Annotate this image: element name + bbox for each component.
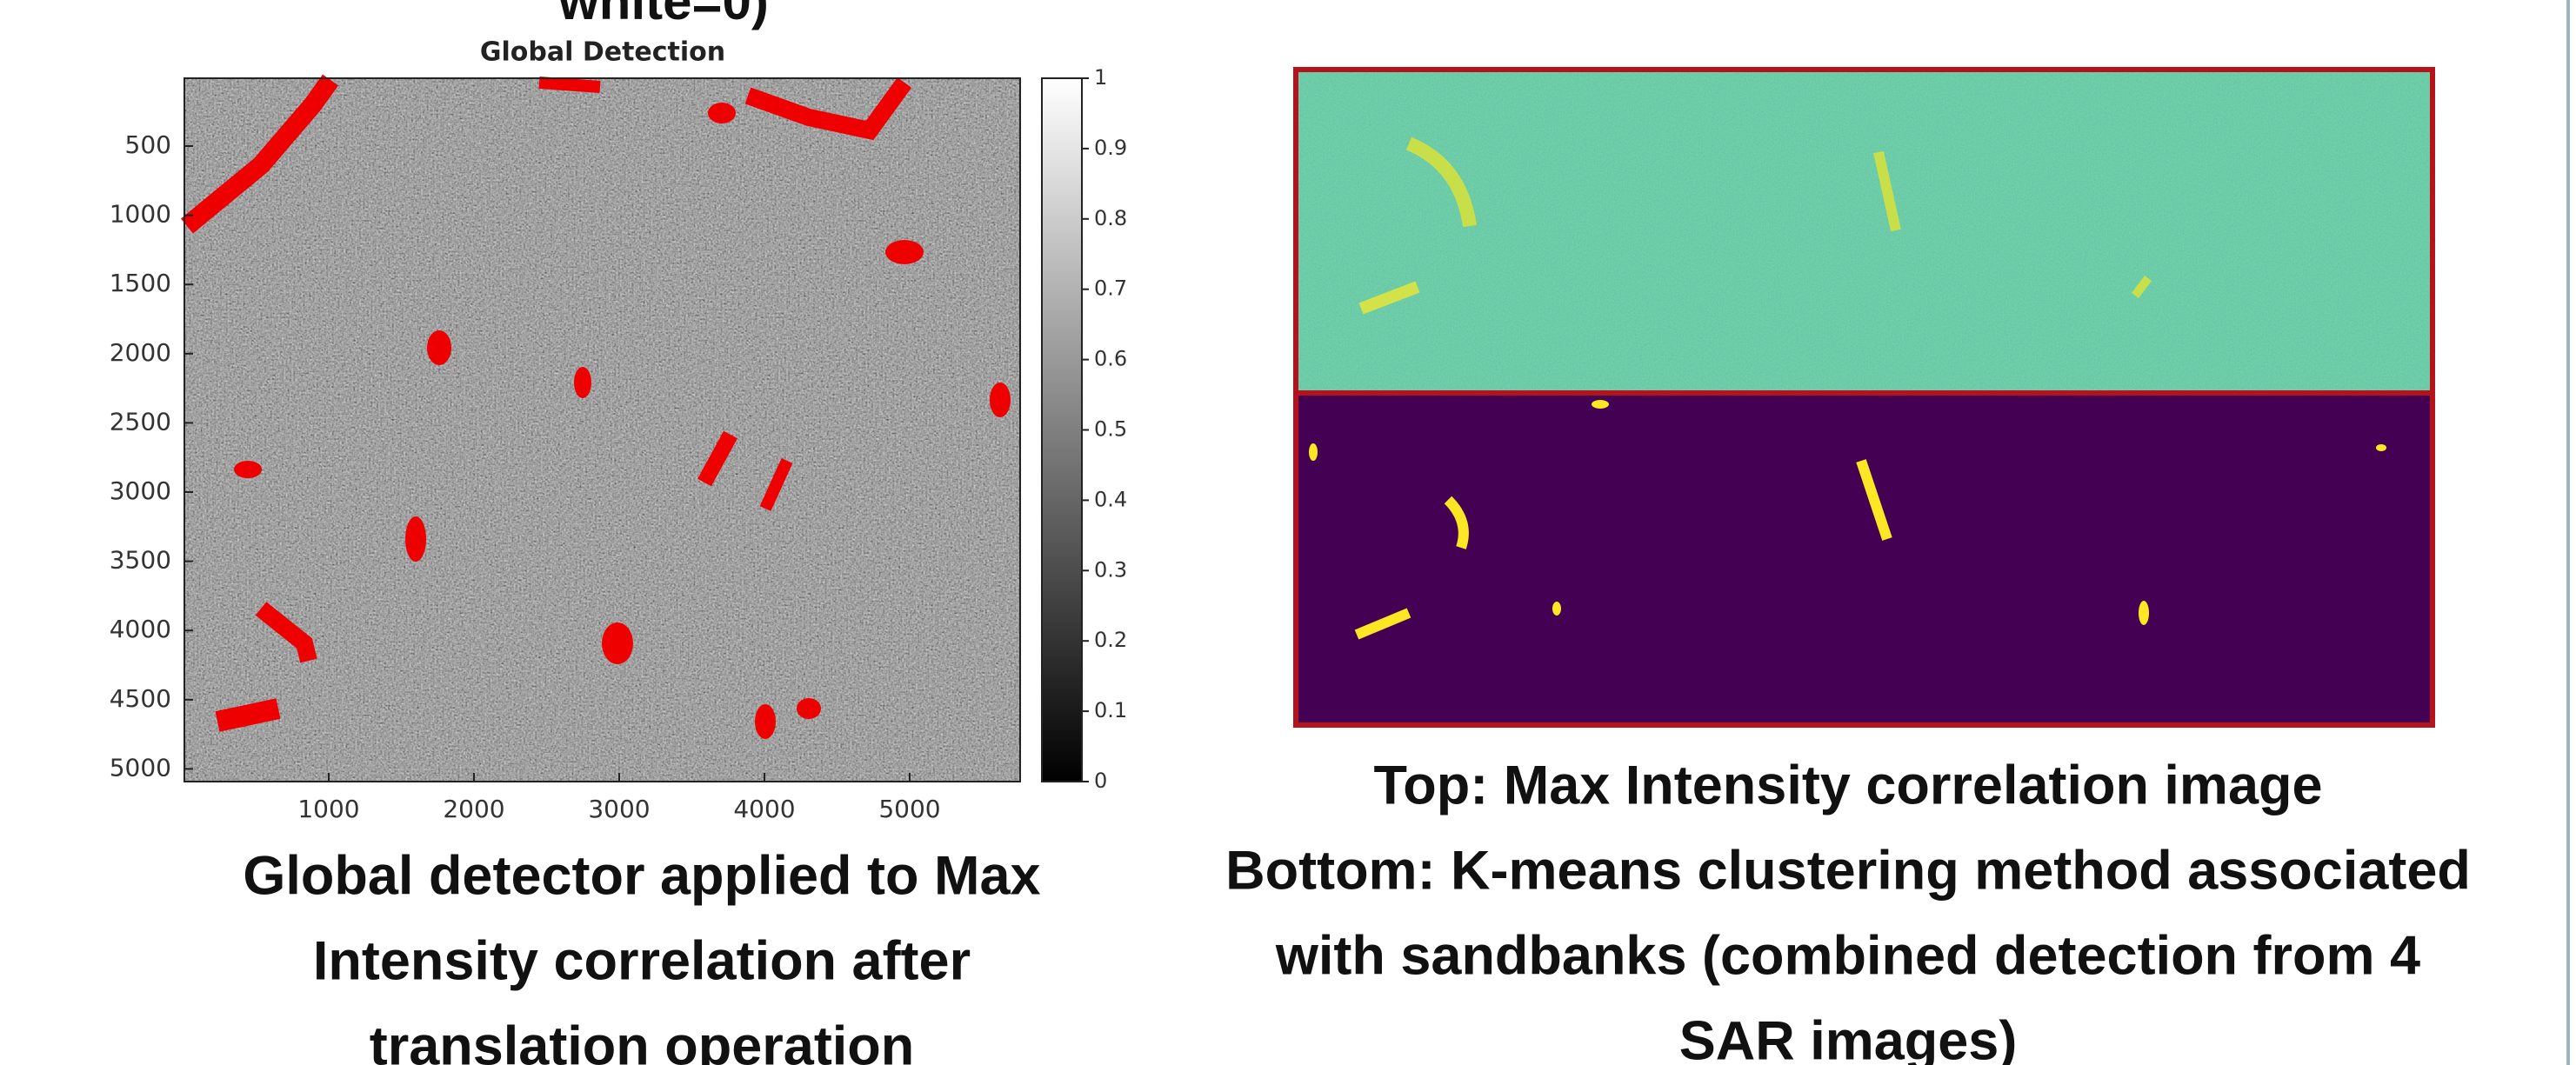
right-caption-line: Bottom: K-means clustering method associ… <box>1225 841 2471 902</box>
left-caption-line: Global detector applied to Max <box>243 846 1040 907</box>
left-caption-line: translation operation <box>370 1016 915 1065</box>
x-tick-label: 2000 <box>443 795 504 823</box>
colorbar-tick-label: 0.1 <box>1094 698 1127 722</box>
correlation-texture <box>1296 70 2433 393</box>
kmeans-image <box>1296 393 2433 725</box>
colorbar-tick-label: 0.7 <box>1094 276 1127 301</box>
y-tick-label: 5000 <box>110 753 171 782</box>
detection-blob <box>405 516 426 562</box>
detection-blob <box>539 83 600 87</box>
x-tick-label: 3000 <box>588 795 650 823</box>
colorbar-tick-label: 0.5 <box>1094 417 1127 442</box>
right-figure <box>1296 70 2433 725</box>
colorbar-tick-label: 0.6 <box>1094 347 1127 371</box>
y-tick-label: 4000 <box>110 615 171 643</box>
detection-blob <box>427 330 451 365</box>
poster-section: white=0) Global Detection <box>0 0 2576 1065</box>
detection-blob <box>574 367 591 398</box>
detection-image <box>184 78 1020 782</box>
colorbar-tick-label: 0.9 <box>1094 136 1127 160</box>
cluster-blob <box>1309 443 1318 461</box>
colorbar-tick-label: 0.3 <box>1094 557 1127 582</box>
detection-blob <box>234 461 262 478</box>
x-tick-label: 4000 <box>733 795 795 823</box>
colorbar-tick-label: 0.4 <box>1094 487 1127 511</box>
cut-heading: white=0) <box>557 0 769 30</box>
y-tick-label: 2500 <box>110 407 171 436</box>
cluster-blob <box>2139 601 2149 625</box>
y-tick-label: 500 <box>125 130 171 159</box>
right-caption-line: with sandbanks (combined detection from … <box>1275 926 2420 987</box>
colorbar-tick-label: 0.2 <box>1094 628 1127 652</box>
detection-blob <box>217 709 278 722</box>
right-caption-line: Top: Max Intensity correlation image <box>1373 755 2322 816</box>
cluster-blob <box>1552 602 1561 616</box>
left-caption-line: Intensity correlation after <box>313 931 971 992</box>
y-tick-label: 4500 <box>110 684 171 713</box>
detection-blob <box>797 698 821 719</box>
y-tick-label: 2000 <box>110 338 171 367</box>
plot-title: Global Detection <box>480 37 725 68</box>
cluster-blob <box>2376 444 2386 451</box>
colorbar-tick-label: 1 <box>1094 65 1107 90</box>
detection-blob <box>755 704 776 739</box>
y-tick-label: 1000 <box>110 200 171 229</box>
sar-texture <box>184 78 1020 782</box>
x-tick-label: 5000 <box>878 795 940 823</box>
detection-blob <box>602 622 633 664</box>
detection-blob <box>885 240 924 264</box>
detection-blob <box>708 103 736 123</box>
y-tick-label: 3000 <box>110 476 171 505</box>
colorbar <box>1042 78 1082 782</box>
colorbar-tick-label: 0.8 <box>1094 206 1127 230</box>
y-tick-label: 3500 <box>110 546 171 575</box>
y-tick-label: 1500 <box>110 269 171 297</box>
x-tick-label: 1000 <box>297 795 359 823</box>
detection-blob <box>990 383 1011 417</box>
captions: Global detector applied to Max Intensity … <box>243 755 2470 1065</box>
cluster-blob <box>1592 400 1609 409</box>
right-caption-line: SAR images) <box>1679 1011 2018 1065</box>
colorbar-tick-label: 0 <box>1094 769 1107 793</box>
